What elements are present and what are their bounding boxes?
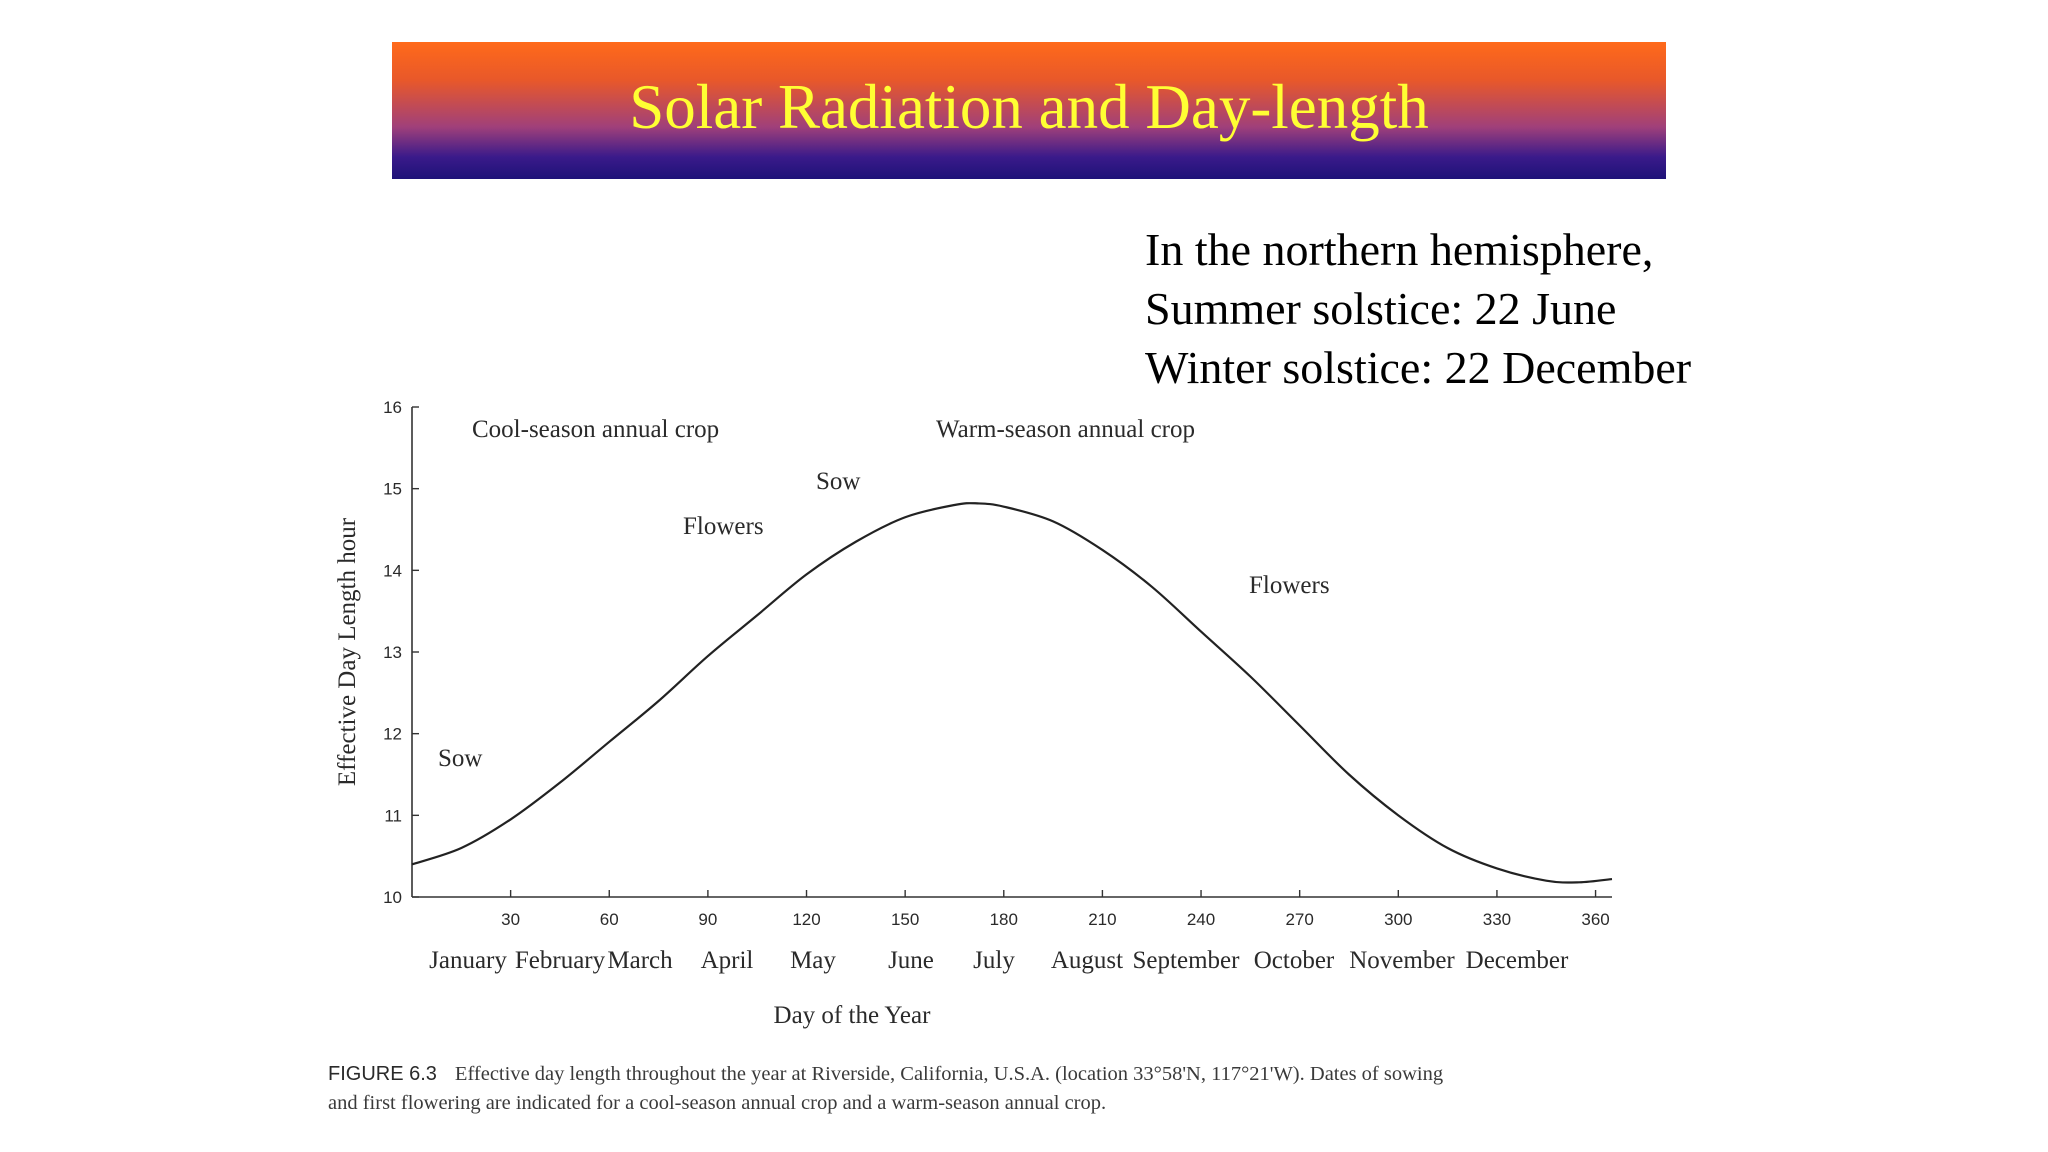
x-tick-label: 360 <box>1581 910 1609 929</box>
caption-text-line-1: Effective day length throughout the year… <box>454 1063 1444 1085</box>
x-tick-label: 270 <box>1285 910 1313 929</box>
annotation-warm-flowers: Flowers <box>1249 572 1330 599</box>
annotation-cool-flowers: Flowers <box>683 513 764 540</box>
x-tick-label: 150 <box>891 910 919 929</box>
note-line-1: In the northern hemisphere, <box>1145 224 1654 275</box>
y-tick-label: 14 <box>383 561 402 580</box>
month-label: January <box>429 947 507 974</box>
annotation-cool-sow: Sow <box>438 745 482 772</box>
chart-annotations: Cool-season annual crop Warm-season annu… <box>438 416 1330 772</box>
month-label: June <box>888 947 934 974</box>
caption-label: FIGURE 6.3 <box>328 1063 437 1085</box>
day-length-series <box>411 502 1613 884</box>
x-tick-label: 120 <box>792 910 820 929</box>
month-label: February <box>515 947 606 974</box>
month-label: September <box>1133 947 1241 974</box>
x-tick-label: 180 <box>990 910 1018 929</box>
month-label: April <box>701 947 754 974</box>
annotation-warm-sow: Sow <box>816 468 860 495</box>
annotation-warm-season: Warm-season annual crop <box>936 416 1195 443</box>
y-tick-label: 15 <box>383 480 402 499</box>
x-axis-title: Day of the Year <box>774 1002 932 1029</box>
caption-text-line-2: and first flowering are indicated for a … <box>328 1092 1107 1114</box>
note-line-3: Winter solstice: 22 December <box>1145 342 1692 393</box>
x-tick-label: 330 <box>1483 910 1511 929</box>
x-tick-label: 240 <box>1187 910 1215 929</box>
note-line-2: Summer solstice: 22 June <box>1145 283 1617 334</box>
month-label: December <box>1466 947 1569 974</box>
month-label: November <box>1349 947 1455 974</box>
chart-axes <box>411 407 1612 898</box>
y-tick-label: 16 <box>383 398 402 417</box>
month-label: July <box>973 947 1015 974</box>
title-banner: Solar Radiation and Day-length <box>392 42 1666 179</box>
month-labels: January February March April May June July Augu… <box>429 947 1569 974</box>
month-label: May <box>790 947 836 974</box>
x-tick-label: 30 <box>501 910 520 929</box>
month-label: August <box>1051 947 1123 974</box>
y-tick-label: 11 <box>384 806 402 825</box>
x-tick-label: 300 <box>1384 910 1412 929</box>
y-tick-label: 13 <box>383 643 402 662</box>
x-tick-label: 60 <box>600 910 619 929</box>
y-axis-title: Effective Day Length hour <box>334 517 361 786</box>
chart-ticks: 10 11 12 13 14 15 16 30 60 90 120 150 180 210 240 270 30… <box>383 398 1610 929</box>
month-label: March <box>607 947 673 974</box>
month-label: October <box>1254 947 1335 974</box>
y-tick-label: 10 <box>383 888 402 907</box>
day-length-curve <box>411 502 1613 884</box>
x-tick-label: 210 <box>1088 910 1116 929</box>
solstice-note: In the northern hemisphere, Summer solst… <box>1145 220 2025 397</box>
x-tick-label: 90 <box>698 910 717 929</box>
y-tick-label: 12 <box>383 725 402 744</box>
slide-title: Solar Radiation and Day-length <box>629 72 1429 142</box>
figure-caption: FIGURE 6.3 Effective day length throughou… <box>328 1060 1628 1118</box>
annotation-cool-season: Cool-season annual crop <box>472 416 719 443</box>
